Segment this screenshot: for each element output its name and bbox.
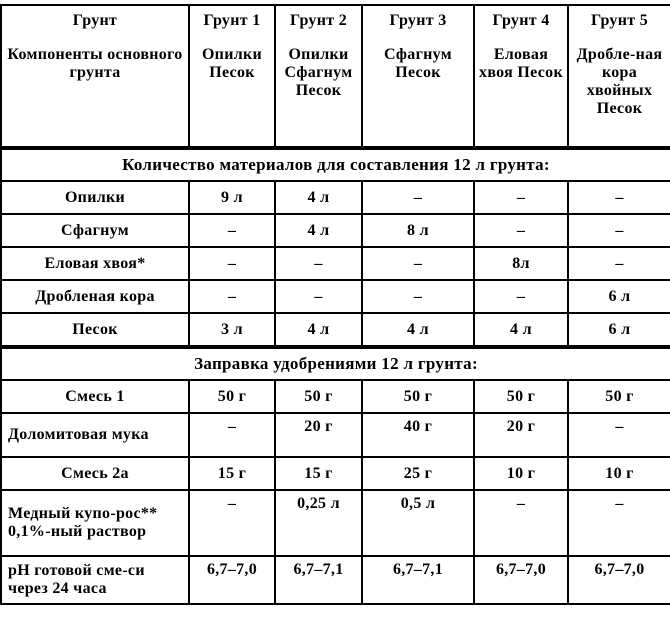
table-cell: – <box>567 246 670 281</box>
table-row: Доломитовая мука –20 г 40 г 20 г – <box>0 412 670 458</box>
table-cell: 50 г <box>361 379 475 414</box>
table-cell: – <box>473 279 569 314</box>
table-cell: 15 г <box>188 456 276 491</box>
table-cell: 8л <box>473 246 569 281</box>
row-label: Медный купо-рос** 0,1%-ный раствор <box>0 489 190 557</box>
table-cell: – <box>473 213 569 248</box>
column-components: Дробле-ная кора хвойных Песок <box>576 46 663 117</box>
table-cell: – <box>188 489 276 557</box>
table-row: Смесь 2а 15 г 15 г 25 г 10 г 10 г <box>0 456 670 491</box>
column-components: Компоненты основного грунта <box>7 46 183 81</box>
row-label: Опилки <box>0 180 190 215</box>
row-label: Доломитовая мука <box>0 412 190 458</box>
table-cell: 25 г <box>361 456 475 491</box>
table-cell: 10 г <box>473 456 569 491</box>
table-cell: 20 г <box>473 412 569 458</box>
table-cell: 4 л <box>361 312 475 349</box>
table-cell: 6,7–7,1 <box>361 555 475 605</box>
row-label: Смесь 1 <box>0 379 190 414</box>
table-cell: – <box>567 213 670 248</box>
table-cell: 4 л <box>274 213 363 248</box>
column-title: Грунт 1 <box>203 12 261 29</box>
table-row: Еловая хвоя* – – –8л – <box>0 246 670 281</box>
column-components: Сфагнум Песок <box>384 46 452 81</box>
table-cell: – <box>361 180 475 215</box>
table-cell: – <box>188 412 276 458</box>
table-cell: – <box>188 246 276 281</box>
table-cell: – <box>274 246 363 281</box>
table-cell: 6,7–7,0 <box>188 555 276 605</box>
table-cell: 6,7–7,1 <box>274 555 363 605</box>
table-cell: 8 л <box>361 213 475 248</box>
table-cell: 50 г <box>274 379 363 414</box>
table-cell: 15 г <box>274 456 363 491</box>
section-row: Количество материалов для составления 12… <box>0 147 670 182</box>
row-label: Песок <box>0 312 190 349</box>
column-title: Грунт 2 <box>289 12 348 29</box>
table-cell: – <box>188 213 276 248</box>
table-cell: 4 л <box>274 312 363 349</box>
table-cell: 10 г <box>567 456 670 491</box>
table-cell: – <box>473 489 569 557</box>
table-cell: 4 л <box>473 312 569 349</box>
column-title: Грунт <box>72 12 118 29</box>
table-cell: – <box>567 489 670 557</box>
row-label: Сфагнум <box>0 213 190 248</box>
table-cell: 0,25 л <box>274 489 363 557</box>
section-heading: Количество материалов для составления 12… <box>0 147 670 182</box>
table-row: pH готовой сме-си через 24 часа 6,7–7,0 6,… <box>0 555 670 605</box>
table-cell: 6,7–7,0 <box>473 555 569 605</box>
column-title: Грунт 5 <box>590 12 649 29</box>
column-components: Опилки Сфагнум Песок <box>284 46 353 99</box>
table-cell: – <box>361 246 475 281</box>
header-cell-soil-2: Грунт 2 Опилки Сфагнум Песок <box>274 4 363 150</box>
soil-composition-table: Грунт Компоненты основного грунта Грунт 1 О… <box>0 4 670 605</box>
table-row: Дробленая кора – – – –6 л <box>0 279 670 314</box>
row-label: Дробленая кора <box>0 279 190 314</box>
table-cell: – <box>361 279 475 314</box>
table-cell: – <box>188 279 276 314</box>
row-label: Еловая хвоя* <box>0 246 190 281</box>
header-cell-soil-5: Грунт 5 Дробле-ная кора хвойных Песок <box>567 4 670 150</box>
table-cell: 50 г <box>188 379 276 414</box>
table-row: Медный купо-рос** 0,1%-ный раствор –0,25 … <box>0 489 670 557</box>
column-title: Грунт 4 <box>492 12 550 29</box>
table-cell: 0,5 л <box>361 489 475 557</box>
header-cell-soil-1: Грунт 1 Опилки Песок <box>188 4 276 150</box>
table-cell: 3 л <box>188 312 276 349</box>
row-label: Смесь 2а <box>0 456 190 491</box>
column-title: Грунт 3 <box>389 12 447 29</box>
header-cell-soil-3: Грунт 3 Сфагнум Песок <box>361 4 475 150</box>
table-cell: – <box>567 412 670 458</box>
table-cell: 40 г <box>361 412 475 458</box>
table-cell: 20 г <box>274 412 363 458</box>
column-components: Опилки Песок <box>201 46 263 81</box>
table-cell: 9 л <box>188 180 276 215</box>
header-cell-soil-4: Грунт 4 Еловая хвоя Песок <box>473 4 569 150</box>
column-components: Еловая хвоя Песок <box>479 46 563 81</box>
table-cell: 6 л <box>567 312 670 349</box>
section-heading: Заправка удобрениями 12 л грунта: <box>0 346 670 381</box>
section-row: Заправка удобрениями 12 л грунта: <box>0 346 670 381</box>
table-cell: – <box>473 180 569 215</box>
row-label: pH готовой сме-си через 24 часа <box>0 555 190 605</box>
table-row: Смесь 1 50 г 50 г 50 г 50 г 50 г <box>0 379 670 414</box>
table-cell: – <box>567 180 670 215</box>
header-cell-components: Грунт Компоненты основного грунта <box>0 4 190 150</box>
table-cell: 4 л <box>274 180 363 215</box>
header-row: Грунт Компоненты основного грунта Грунт 1 О… <box>0 4 670 150</box>
table-cell: 50 г <box>567 379 670 414</box>
table-cell: 6,7–7,0 <box>567 555 670 605</box>
table-cell: 50 г <box>473 379 569 414</box>
table-cell: 6 л <box>567 279 670 314</box>
table-cell: – <box>274 279 363 314</box>
